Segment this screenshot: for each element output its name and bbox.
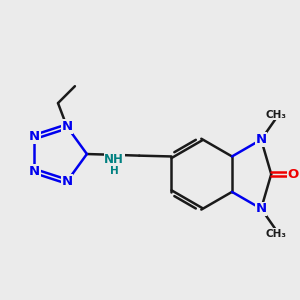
Text: N: N	[61, 120, 72, 133]
Text: N: N	[256, 133, 267, 146]
Text: N: N	[29, 130, 40, 143]
Text: N: N	[29, 165, 40, 178]
Text: N: N	[256, 202, 267, 215]
Text: NH: NH	[104, 153, 124, 166]
Text: O: O	[288, 168, 299, 181]
Text: H: H	[110, 166, 118, 176]
Text: CH₃: CH₃	[266, 110, 286, 120]
Text: CH₃: CH₃	[266, 229, 286, 239]
Text: N: N	[61, 175, 72, 188]
